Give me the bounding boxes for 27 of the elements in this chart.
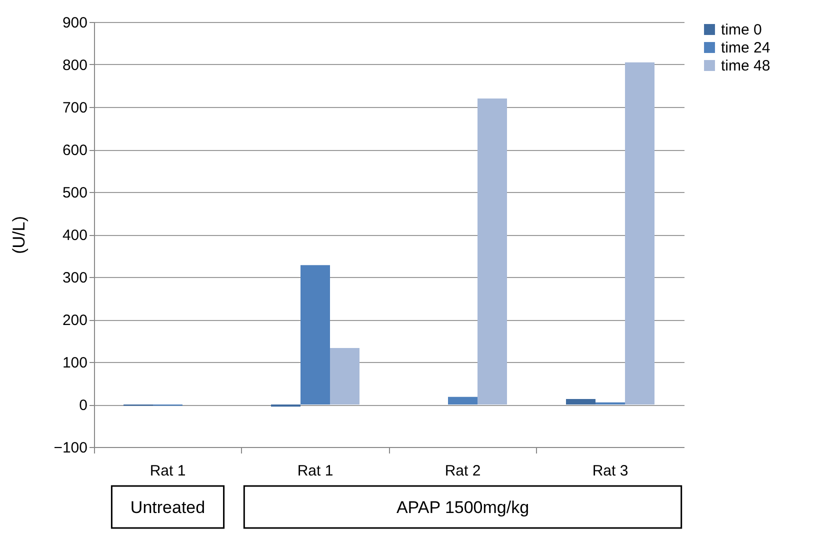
x-tick-label: Rat 1: [297, 462, 334, 480]
y-tick-label: 700: [62, 100, 88, 116]
bar: [625, 62, 654, 404]
x-tick-label: Rat 3: [592, 462, 628, 480]
y-tick-label: 500: [62, 184, 88, 202]
legend-label: time 48: [721, 58, 770, 74]
bar: [566, 398, 596, 404]
y-tick-label: 100: [62, 354, 88, 372]
y-tick-label: 600: [62, 142, 88, 159]
y-tick-label: 900: [62, 14, 88, 32]
bar: [448, 396, 478, 404]
y-tick-label: 800: [62, 57, 88, 74]
y-tick-label: 300: [62, 270, 88, 286]
text: APAP 1500mg/kg: [396, 498, 530, 517]
y-tick-label: 200: [62, 312, 88, 329]
y-tick-label: −100: [54, 440, 88, 456]
y-tick-label: 400: [62, 227, 88, 244]
legend-label: time 24: [721, 40, 770, 56]
x-tick-label: Rat 2: [444, 462, 481, 480]
bar: [330, 348, 360, 404]
y-axis-title: (U/L): [10, 216, 29, 254]
legend-label: time 0: [721, 22, 762, 38]
bar: [300, 265, 330, 404]
text: Untreated: [130, 498, 206, 517]
x-tick-label: Rat 1: [150, 462, 186, 480]
bar: [478, 98, 507, 404]
y-tick-label: 0: [79, 397, 88, 414]
